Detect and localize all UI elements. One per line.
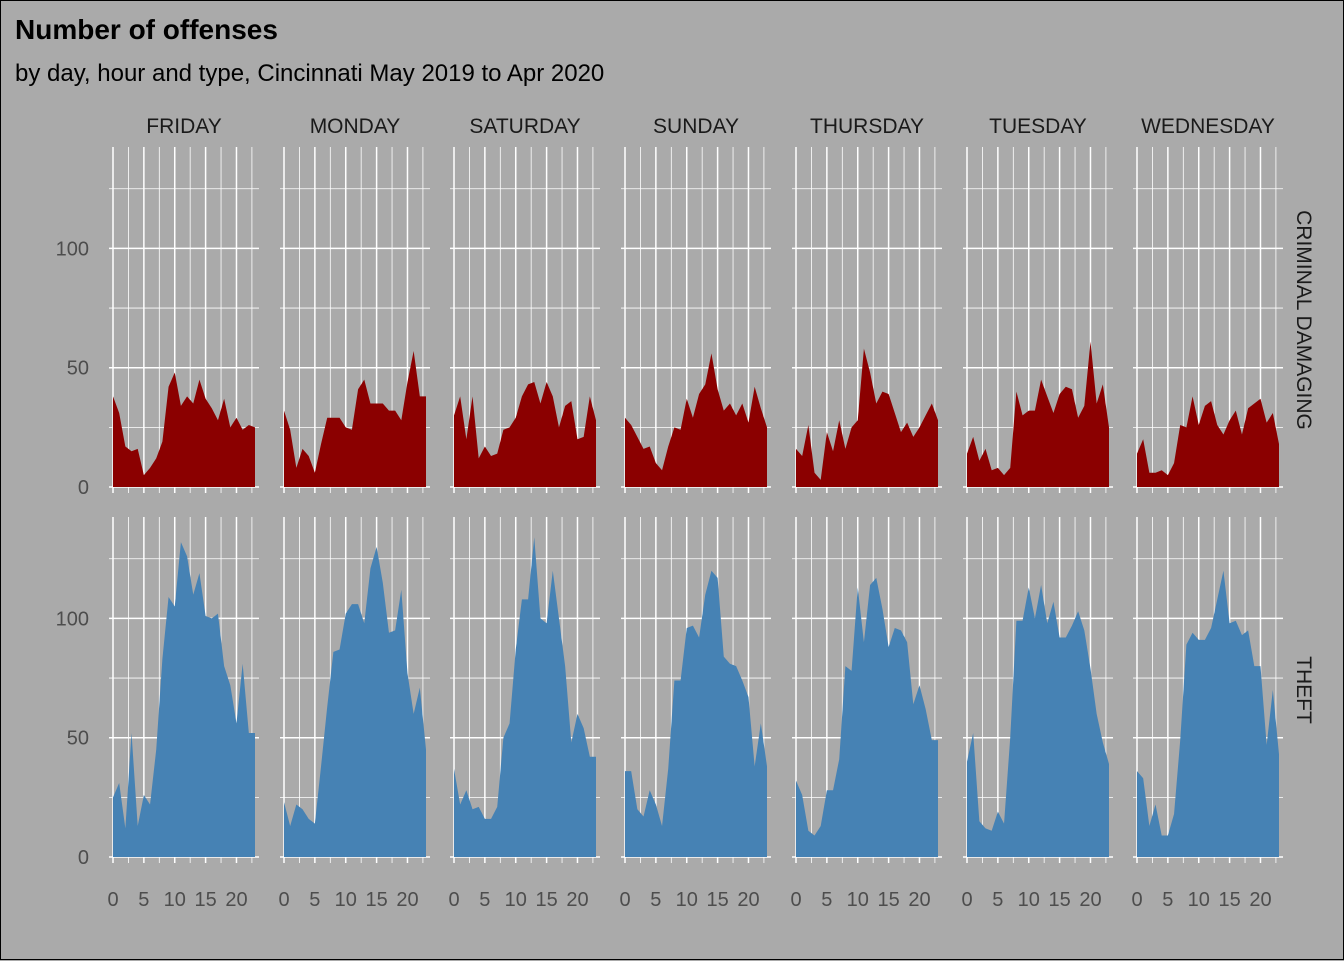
x-tick-label: 20 (737, 889, 759, 911)
x-tick-label: 15 (194, 889, 216, 911)
area-tuesday-theft (967, 585, 1109, 857)
x-tick-label: 5 (479, 889, 490, 911)
facet-label-tuesday: TUESDAY (989, 115, 1087, 138)
x-tick-label: 20 (396, 889, 418, 911)
x-tick-label: 20 (1079, 889, 1101, 911)
facet-label-friday: FRIDAY (146, 115, 221, 138)
facet-label-wednesday: WEDNESDAY (1141, 115, 1275, 138)
facet-label-monday: MONDAY (310, 115, 401, 138)
x-tick-label: 0 (278, 889, 289, 911)
chart-title: Number of offenses (15, 14, 278, 45)
x-tick-label: 0 (1131, 889, 1142, 911)
area-friday-theft (113, 542, 255, 857)
facet-label-thursday: THURSDAY (810, 115, 924, 138)
facet-label-saturday: SATURDAY (469, 115, 580, 138)
x-tick-label: 10 (164, 889, 186, 911)
x-tick-label: 15 (706, 889, 728, 911)
area-friday-criminal-damaging (113, 372, 255, 487)
y-tick-label: 0 (78, 477, 89, 499)
x-tick-label: 10 (335, 889, 357, 911)
x-tick-label: 15 (535, 889, 557, 911)
area-monday-theft (284, 546, 426, 857)
x-tick-label: 20 (225, 889, 247, 911)
x-tick-label: 10 (1188, 889, 1210, 911)
area-wednesday-theft (1137, 570, 1279, 857)
y-tick-label: 0 (78, 847, 89, 869)
area-sunday-theft (625, 570, 767, 857)
x-tick-label: 10 (676, 889, 698, 911)
facet-label-theft: THEFT (1292, 656, 1315, 724)
y-tick-label: 100 (56, 238, 89, 260)
x-tick-label: 0 (107, 889, 118, 911)
x-tick-label: 20 (908, 889, 930, 911)
x-tick-label: 5 (992, 889, 1003, 911)
x-tick-label: 20 (566, 889, 588, 911)
x-tick-label: 5 (1162, 889, 1173, 911)
area-wednesday-criminal-damaging (1137, 396, 1279, 487)
x-tick-label: 15 (1218, 889, 1240, 911)
x-tick-label: 10 (505, 889, 527, 911)
y-tick-label: 50 (67, 358, 89, 380)
area-saturday-criminal-damaging (454, 382, 596, 487)
x-tick-label: 5 (138, 889, 149, 911)
y-tick-label: 100 (56, 608, 89, 630)
x-tick-label: 15 (365, 889, 387, 911)
chart-subtitle: by day, hour and type, Cincinnati May 20… (15, 60, 604, 87)
y-tick-label: 50 (67, 728, 89, 750)
area-saturday-theft (454, 537, 596, 857)
x-tick-label: 20 (1249, 889, 1271, 911)
x-tick-label: 0 (961, 889, 972, 911)
x-tick-label: 10 (847, 889, 869, 911)
facet-panels: FRIDAY MONDAY SATURDAY SUNDAY THURSDAY TUESDA… (56, 115, 1315, 911)
area-tuesday-criminal-damaging (967, 341, 1109, 487)
facet-label-criminal-damaging: CRIMINAL DAMAGING (1292, 210, 1315, 430)
x-tick-label: 15 (1048, 889, 1070, 911)
facet-label-sunday: SUNDAY (653, 115, 739, 138)
x-tick-label: 0 (619, 889, 630, 911)
area-thursday-criminal-damaging (796, 348, 938, 487)
x-tick-label: 5 (309, 889, 320, 911)
x-tick-label: 10 (1018, 889, 1040, 911)
x-tick-label: 15 (877, 889, 899, 911)
x-tick-label: 5 (650, 889, 661, 911)
area-sunday-criminal-damaging (625, 353, 767, 487)
x-tick-label: 5 (821, 889, 832, 911)
x-tick-label: 0 (448, 889, 459, 911)
x-tick-label: 0 (790, 889, 801, 911)
area-monday-criminal-damaging (284, 351, 426, 487)
area-thursday-theft (796, 577, 938, 857)
